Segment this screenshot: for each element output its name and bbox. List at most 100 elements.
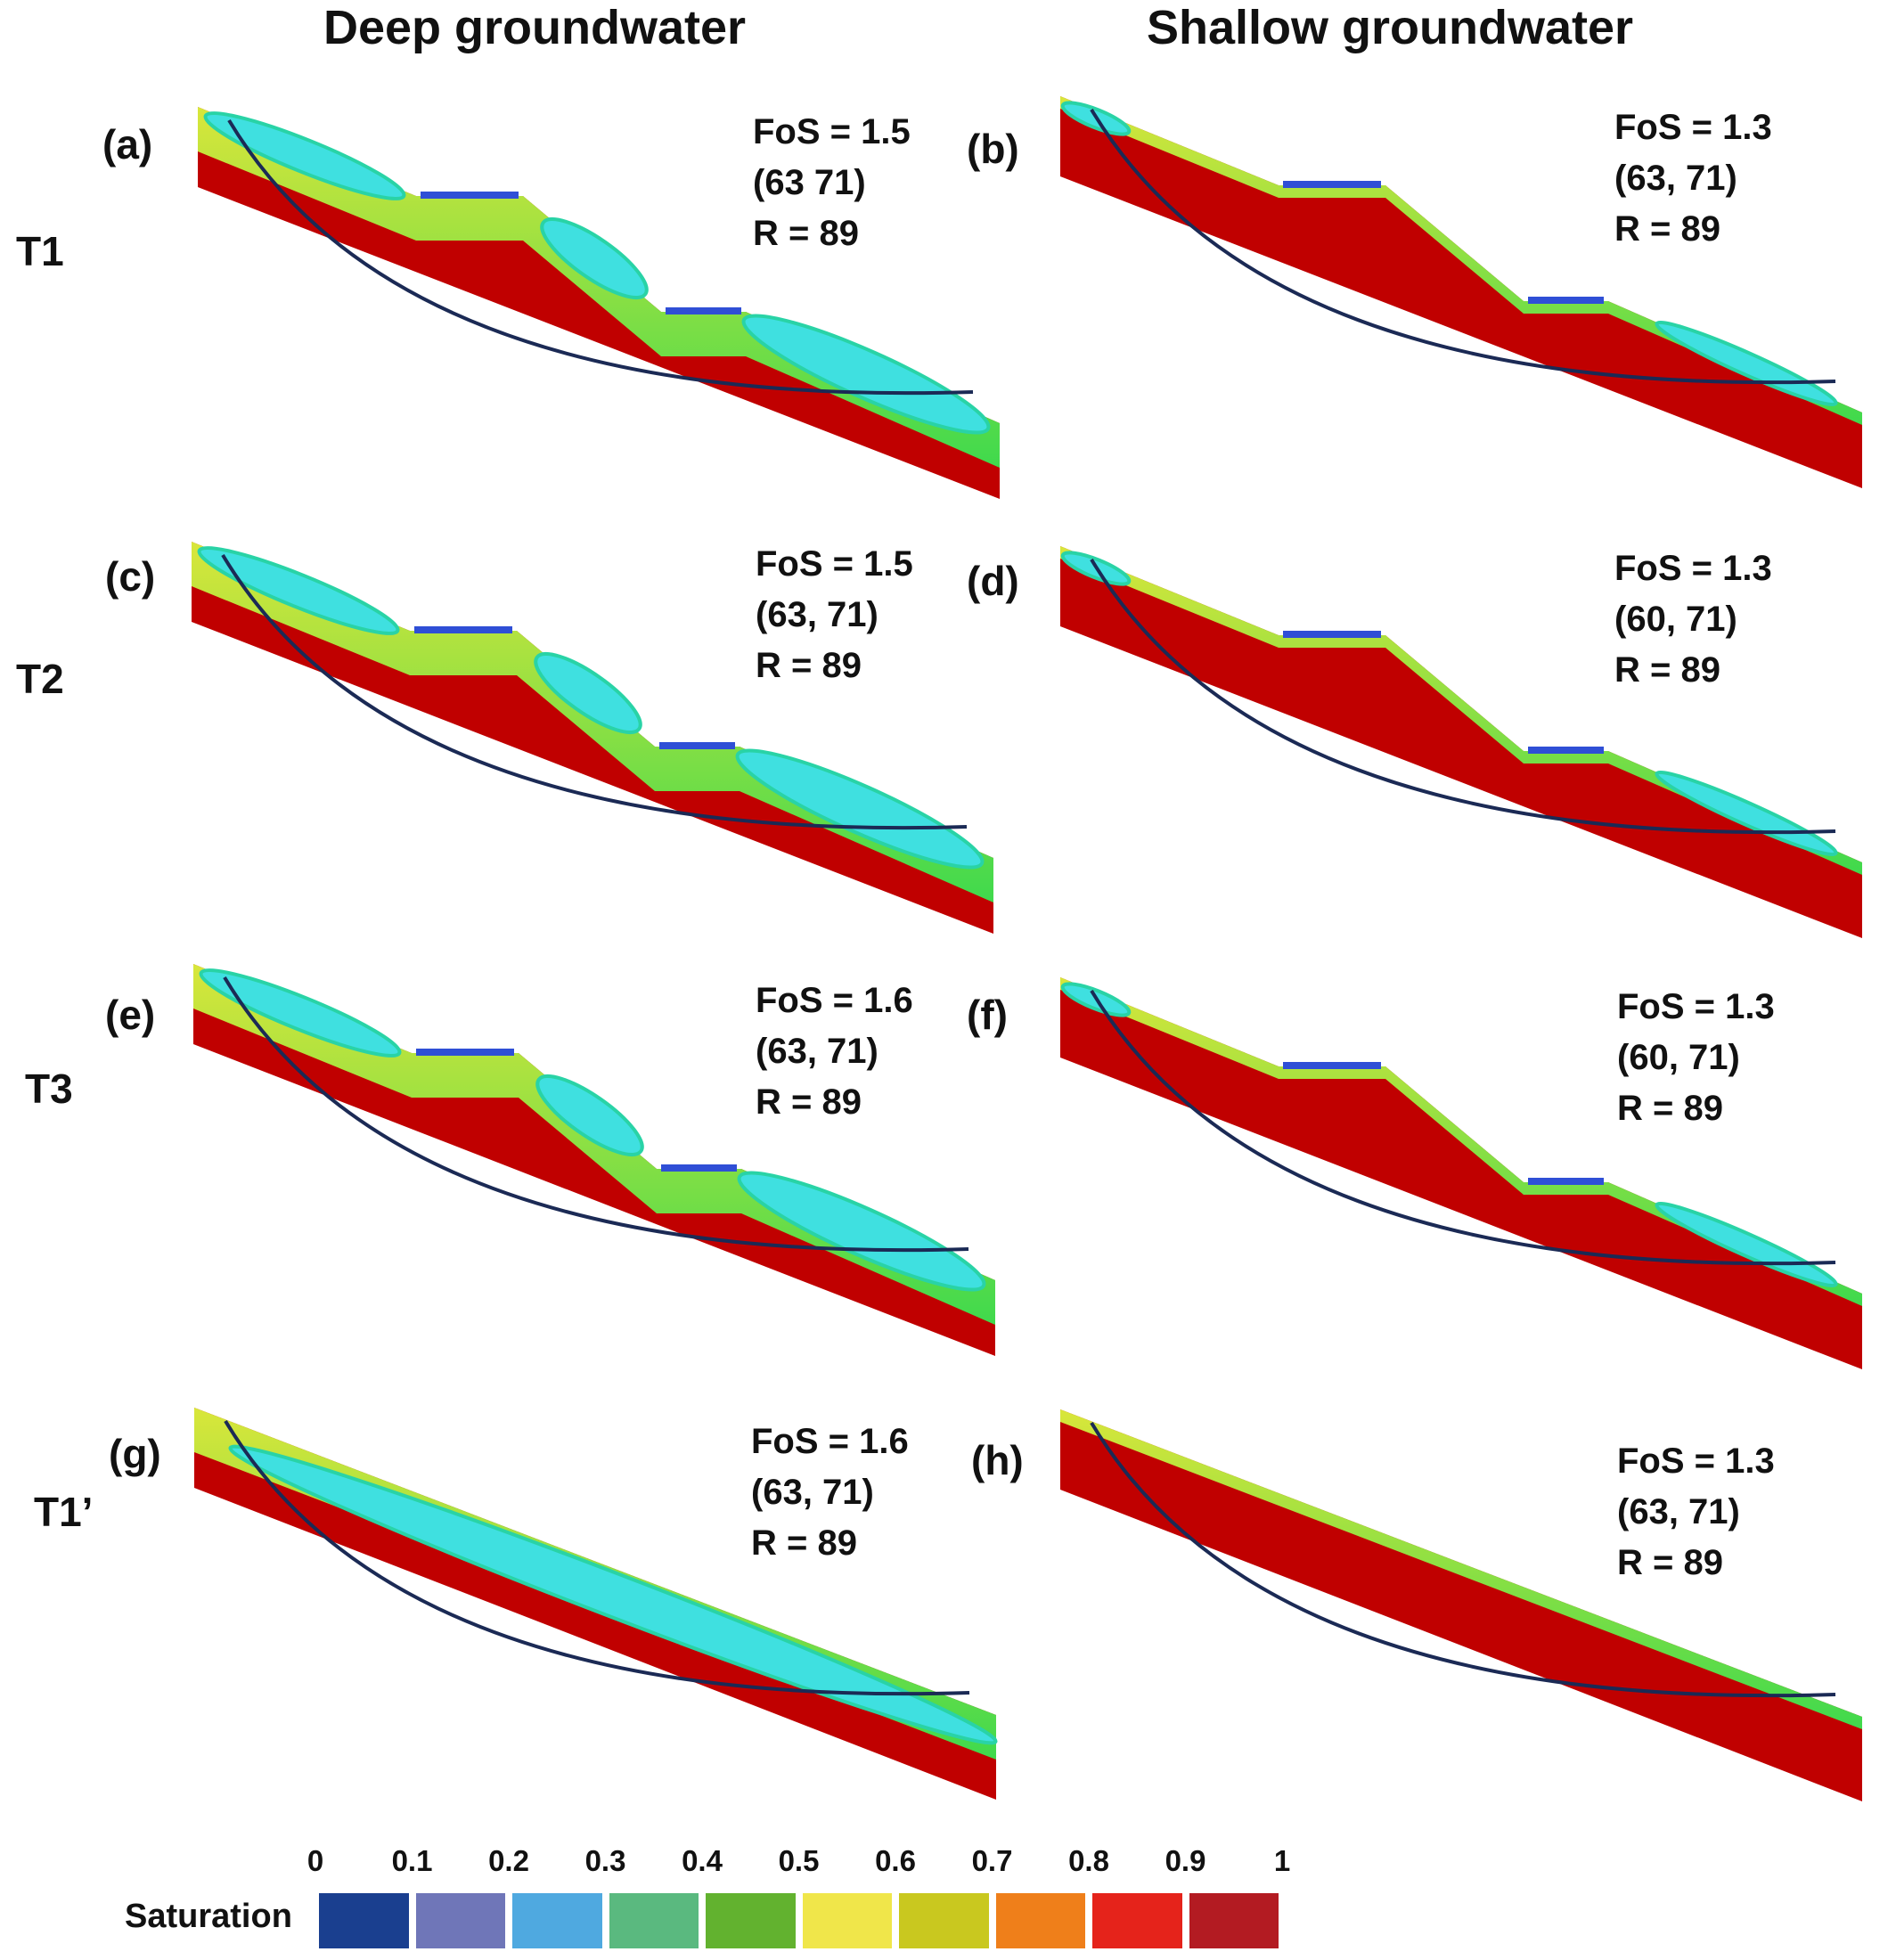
annotation-radius: R = 89 — [1617, 1543, 1723, 1582]
annotation-fos: FoS = 1.5 — [753, 112, 911, 151]
saturated-zone — [1060, 96, 1862, 488]
panel-label-a: (a) — [102, 121, 153, 167]
legend-swatch — [706, 1893, 796, 1948]
legend-tick-label: 0 — [306, 1844, 324, 1877]
annotation-radius: R = 89 — [756, 1082, 862, 1122]
annotation-center: (63 71) — [753, 163, 866, 202]
slope-section-h — [1060, 1409, 1862, 1801]
legend-tick-label: 0.6 — [875, 1844, 916, 1877]
dry-pocket — [197, 546, 400, 635]
slip-surface — [1090, 1421, 1836, 1698]
annotation-fos: FoS = 1.3 — [1617, 987, 1775, 1026]
legend-tick-label: 0.9 — [1165, 1844, 1206, 1877]
dry-pocket — [540, 216, 649, 300]
legend-swatch — [609, 1893, 699, 1948]
legend-swatch — [319, 1893, 409, 1948]
annotation-fos: FoS = 1.6 — [751, 1422, 909, 1461]
dry-pocket — [735, 748, 985, 870]
row-label-t2: T2 — [16, 656, 64, 702]
legend-tick-label: 0.2 — [488, 1844, 529, 1877]
terrace-pond — [666, 307, 741, 314]
unsaturated-layer — [1060, 1409, 1862, 1729]
legend-title: Saturation — [125, 1898, 292, 1935]
slope-section-g — [194, 1408, 998, 1800]
legend-swatch — [1189, 1893, 1279, 1948]
panel-annotation-d: FoS = 1.3 (60, 71) R = 89 — [1614, 543, 1772, 696]
unsaturated-layer — [1060, 977, 1862, 1306]
slip-surface — [223, 976, 969, 1253]
slip-surface — [1090, 558, 1836, 835]
annotation-center: (63, 71) — [751, 1473, 874, 1512]
dry-pocket — [203, 111, 406, 200]
annotation-center: (60, 71) — [1614, 600, 1737, 639]
slope-section-f — [1060, 977, 1862, 1369]
dry-pocket — [534, 651, 642, 735]
annotation-fos: FoS = 1.6 — [756, 981, 913, 1020]
terrace-pond — [1283, 1062, 1381, 1069]
panel-label-g: (g) — [109, 1431, 161, 1477]
panel-annotation-b: FoS = 1.3 (63, 71) R = 89 — [1614, 102, 1772, 255]
slip-surface — [227, 118, 974, 396]
legend-tick-label: 0.7 — [971, 1844, 1013, 1877]
annotation-fos: FoS = 1.3 — [1614, 549, 1772, 588]
shallow-groundwater-heading: Shallow groundwater — [1146, 1, 1634, 54]
annotation-center: (63, 71) — [1617, 1492, 1740, 1531]
terrace-pond — [1283, 631, 1381, 638]
legend-swatch — [1092, 1893, 1182, 1948]
unsaturated-layer — [1060, 96, 1862, 425]
legend-tick-label: 0.4 — [682, 1844, 723, 1877]
slip-surface — [1090, 989, 1836, 1266]
terrace-pond — [661, 1164, 737, 1172]
panel-annotation-c: FoS = 1.5 (63, 71) R = 89 — [756, 539, 913, 691]
slope-section-b — [1060, 96, 1862, 488]
legend-swatch — [415, 1893, 505, 1948]
annotation-center: (63, 71) — [756, 595, 879, 634]
legend-swatch — [995, 1893, 1085, 1948]
deep-groundwater-heading: Deep groundwater — [323, 1, 747, 54]
legend-swatch — [512, 1893, 602, 1948]
panel-label-d: (d) — [967, 558, 1019, 604]
terrace-pond — [421, 192, 519, 199]
annotation-radius: R = 89 — [1614, 209, 1720, 249]
slip-surface — [224, 1419, 970, 1696]
panel-label-f: (f) — [967, 992, 1008, 1038]
terrace-pond — [414, 626, 512, 633]
dry-pocket — [535, 1074, 644, 1157]
annotation-radius: R = 89 — [753, 214, 859, 253]
row-label-t3: T3 — [25, 1066, 73, 1112]
legend-swatch — [802, 1893, 892, 1948]
annotation-fos: FoS = 1.3 — [1614, 108, 1772, 147]
panel-annotation-a: FoS = 1.5 (63 71) R = 89 — [753, 107, 911, 259]
panel-label-c: (c) — [105, 553, 156, 600]
annotation-fos: FoS = 1.3 — [1617, 1441, 1775, 1481]
annotation-center: (60, 71) — [1617, 1038, 1740, 1077]
panel-annotation-e: FoS = 1.6 (63, 71) R = 89 — [756, 976, 913, 1128]
annotation-center: (63, 71) — [756, 1032, 879, 1071]
legend-tick-label: 1 — [1273, 1844, 1291, 1877]
terrace-pond — [659, 742, 735, 749]
annotation-radius: R = 89 — [1614, 650, 1720, 690]
slip-surface — [1090, 108, 1836, 385]
annotation-center: (63, 71) — [1614, 159, 1737, 198]
panel-label-b: (b) — [967, 126, 1019, 172]
dry-pocket — [741, 314, 991, 435]
panel-annotation-f: FoS = 1.3 (60, 71) R = 89 — [1617, 982, 1775, 1134]
dry-pocket — [737, 1171, 986, 1292]
terrace-pond — [416, 1049, 514, 1056]
terrace-pond — [1528, 1178, 1604, 1185]
panel-annotation-h: FoS = 1.3 (63, 71) R = 89 — [1617, 1436, 1775, 1588]
slope-section-a — [198, 107, 1000, 499]
annotation-fos: FoS = 1.5 — [756, 544, 913, 584]
dry-pocket — [199, 968, 402, 1058]
annotation-radius: R = 89 — [751, 1523, 857, 1563]
terrace-pond — [1283, 181, 1381, 188]
slope-section-c — [192, 542, 993, 934]
annotation-radius: R = 89 — [756, 646, 862, 685]
row-label-t1: T1 — [16, 228, 64, 274]
legend-tick-label: 0.3 — [584, 1844, 626, 1877]
legend-tick-label: 0.1 — [391, 1844, 433, 1877]
annotation-radius: R = 89 — [1617, 1089, 1723, 1128]
legend-swatch — [899, 1893, 989, 1948]
saturated-zone — [1060, 1409, 1862, 1801]
panel-label-e: (e) — [105, 992, 156, 1038]
